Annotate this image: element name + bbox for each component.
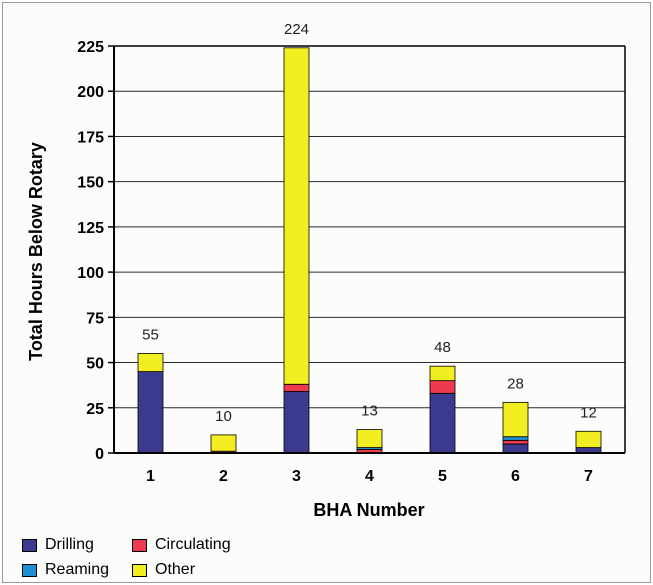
x-tick-label: 7 (584, 468, 593, 485)
legend-label-circulating: Circulating (155, 536, 231, 553)
x-tick-label: 5 (438, 468, 447, 485)
data-label-total-1: 55 (142, 327, 159, 344)
data-label-total-2: 10 (215, 408, 232, 425)
bar-segment-drilling-1 (137, 371, 164, 454)
bar-segment-circulating-5 (429, 380, 456, 394)
legend-item-reaming: Reaming (22, 560, 109, 580)
y-tick-label: 75 (86, 310, 104, 327)
legend-item-drilling: Drilling (22, 535, 94, 555)
legend-swatch-circulating (132, 538, 147, 552)
y-tick-label: 25 (86, 401, 104, 418)
bar-segment-other-4 (356, 429, 383, 448)
axes (108, 45, 626, 454)
legend-swatch-reaming (22, 563, 37, 577)
y-tick-label: 100 (77, 265, 104, 282)
bar-segment-other-3 (283, 47, 310, 385)
x-axis-title: BHA Number (313, 500, 424, 520)
y-tick-label: 50 (86, 356, 104, 373)
y-axis-title: Total Hours Below Rotary (26, 142, 46, 361)
x-tick-label: 2 (219, 468, 228, 485)
y-tick-label: 225 (77, 39, 104, 56)
bars (137, 47, 602, 454)
y-tick-label: 175 (77, 129, 104, 146)
y-tick-label: 125 (77, 220, 104, 237)
legend-item-other: Other (132, 560, 195, 580)
legend-label-drilling: Drilling (45, 536, 94, 553)
bar-segment-other-5 (429, 365, 456, 382)
y-tick-label: 0 (95, 446, 104, 463)
x-tick-label: 1 (146, 468, 155, 485)
data-label-total-5: 48 (434, 339, 451, 356)
bar-segment-drilling-5 (429, 392, 456, 454)
legend-label-other: Other (155, 561, 196, 578)
legend-label-reaming: Reaming (45, 561, 110, 578)
bar-segment-other-6 (502, 401, 529, 438)
data-label-total-6: 28 (507, 375, 524, 392)
bar-segment-other-1 (137, 353, 164, 372)
data-label-total-3: 224 (284, 21, 309, 38)
x-tick-label: 6 (511, 468, 520, 485)
x-tick-label: 4 (365, 468, 374, 485)
y-tick-label: 150 (77, 175, 104, 192)
bar-segment-drilling-3 (283, 391, 310, 454)
labels: 0255075100125150175200225551102224313448… (77, 21, 597, 485)
gridlines (114, 45, 625, 409)
bar-segment-other-2 (210, 434, 237, 452)
bar-segment-other-7 (575, 430, 602, 448)
bar-segment-drilling-6 (502, 443, 529, 454)
x-tick-label: 3 (292, 468, 301, 485)
bar-segment-reaming-6 (502, 436, 529, 441)
y-tick-label: 200 (77, 84, 104, 101)
bar-segment-circulating-6 (502, 439, 529, 445)
legend-swatch-other (132, 563, 147, 577)
data-label-total-7: 12 (580, 404, 597, 421)
bar-segment-circulating-3 (283, 383, 310, 392)
legend: Drilling Circulating Reaming Other (22, 535, 322, 581)
legend-item-circulating: Circulating (132, 535, 231, 555)
legend-swatch-drilling (22, 538, 37, 552)
data-label-total-4: 13 (361, 402, 378, 419)
